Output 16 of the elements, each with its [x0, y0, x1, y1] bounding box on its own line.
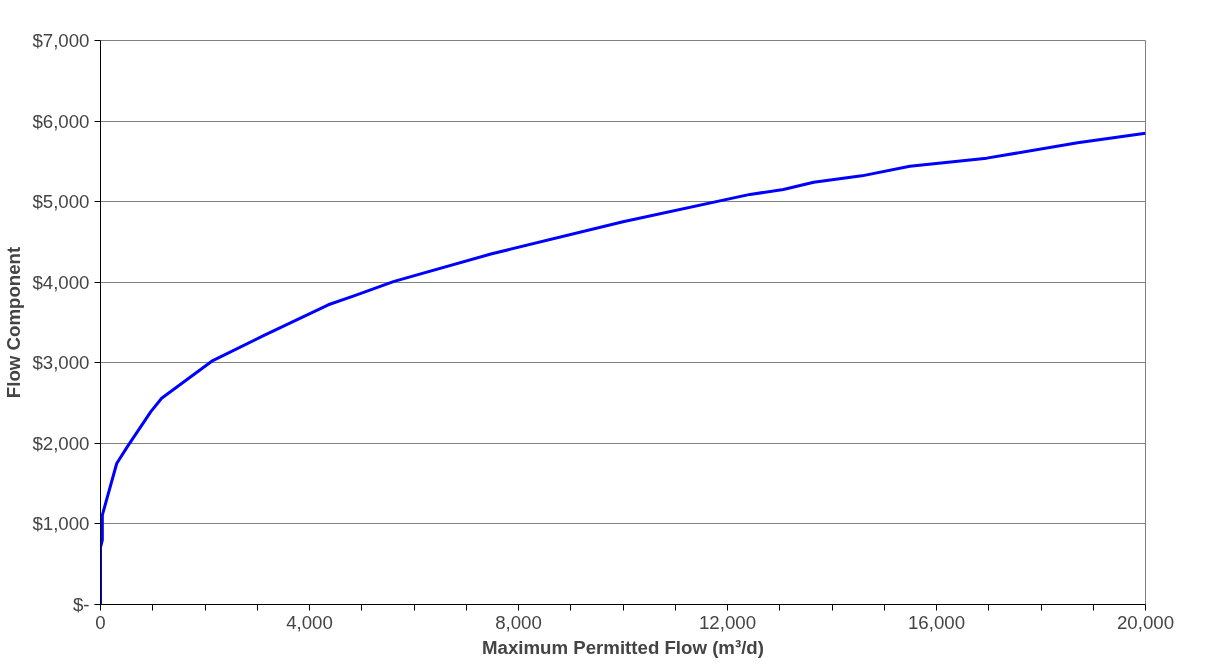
y-tick-label: $6,000: [32, 110, 90, 132]
y-tick-label: $2,000: [32, 432, 90, 454]
y-tick-label: $4,000: [32, 271, 90, 293]
y-tick-label: $5,000: [32, 191, 90, 213]
x-axis-title: Maximum Permitted Flow (m³/d): [482, 636, 764, 658]
y-tick-label: $7,000: [32, 30, 90, 51]
x-tick-label: 20,000: [1116, 611, 1175, 633]
y-axis-title: Flow Component: [3, 246, 25, 399]
x-tick-label: 8,000: [495, 611, 542, 633]
y-tick-label: $1,000: [32, 513, 90, 535]
x-tick-label: 0: [95, 611, 106, 633]
x-tick-label: 4,000: [286, 611, 333, 633]
x-tick-label: 12,000: [698, 611, 757, 633]
x-tick-label: 16,000: [907, 611, 966, 633]
y-tick-label: $3,000: [32, 352, 90, 374]
y-tick-label: $-: [72, 594, 90, 615]
